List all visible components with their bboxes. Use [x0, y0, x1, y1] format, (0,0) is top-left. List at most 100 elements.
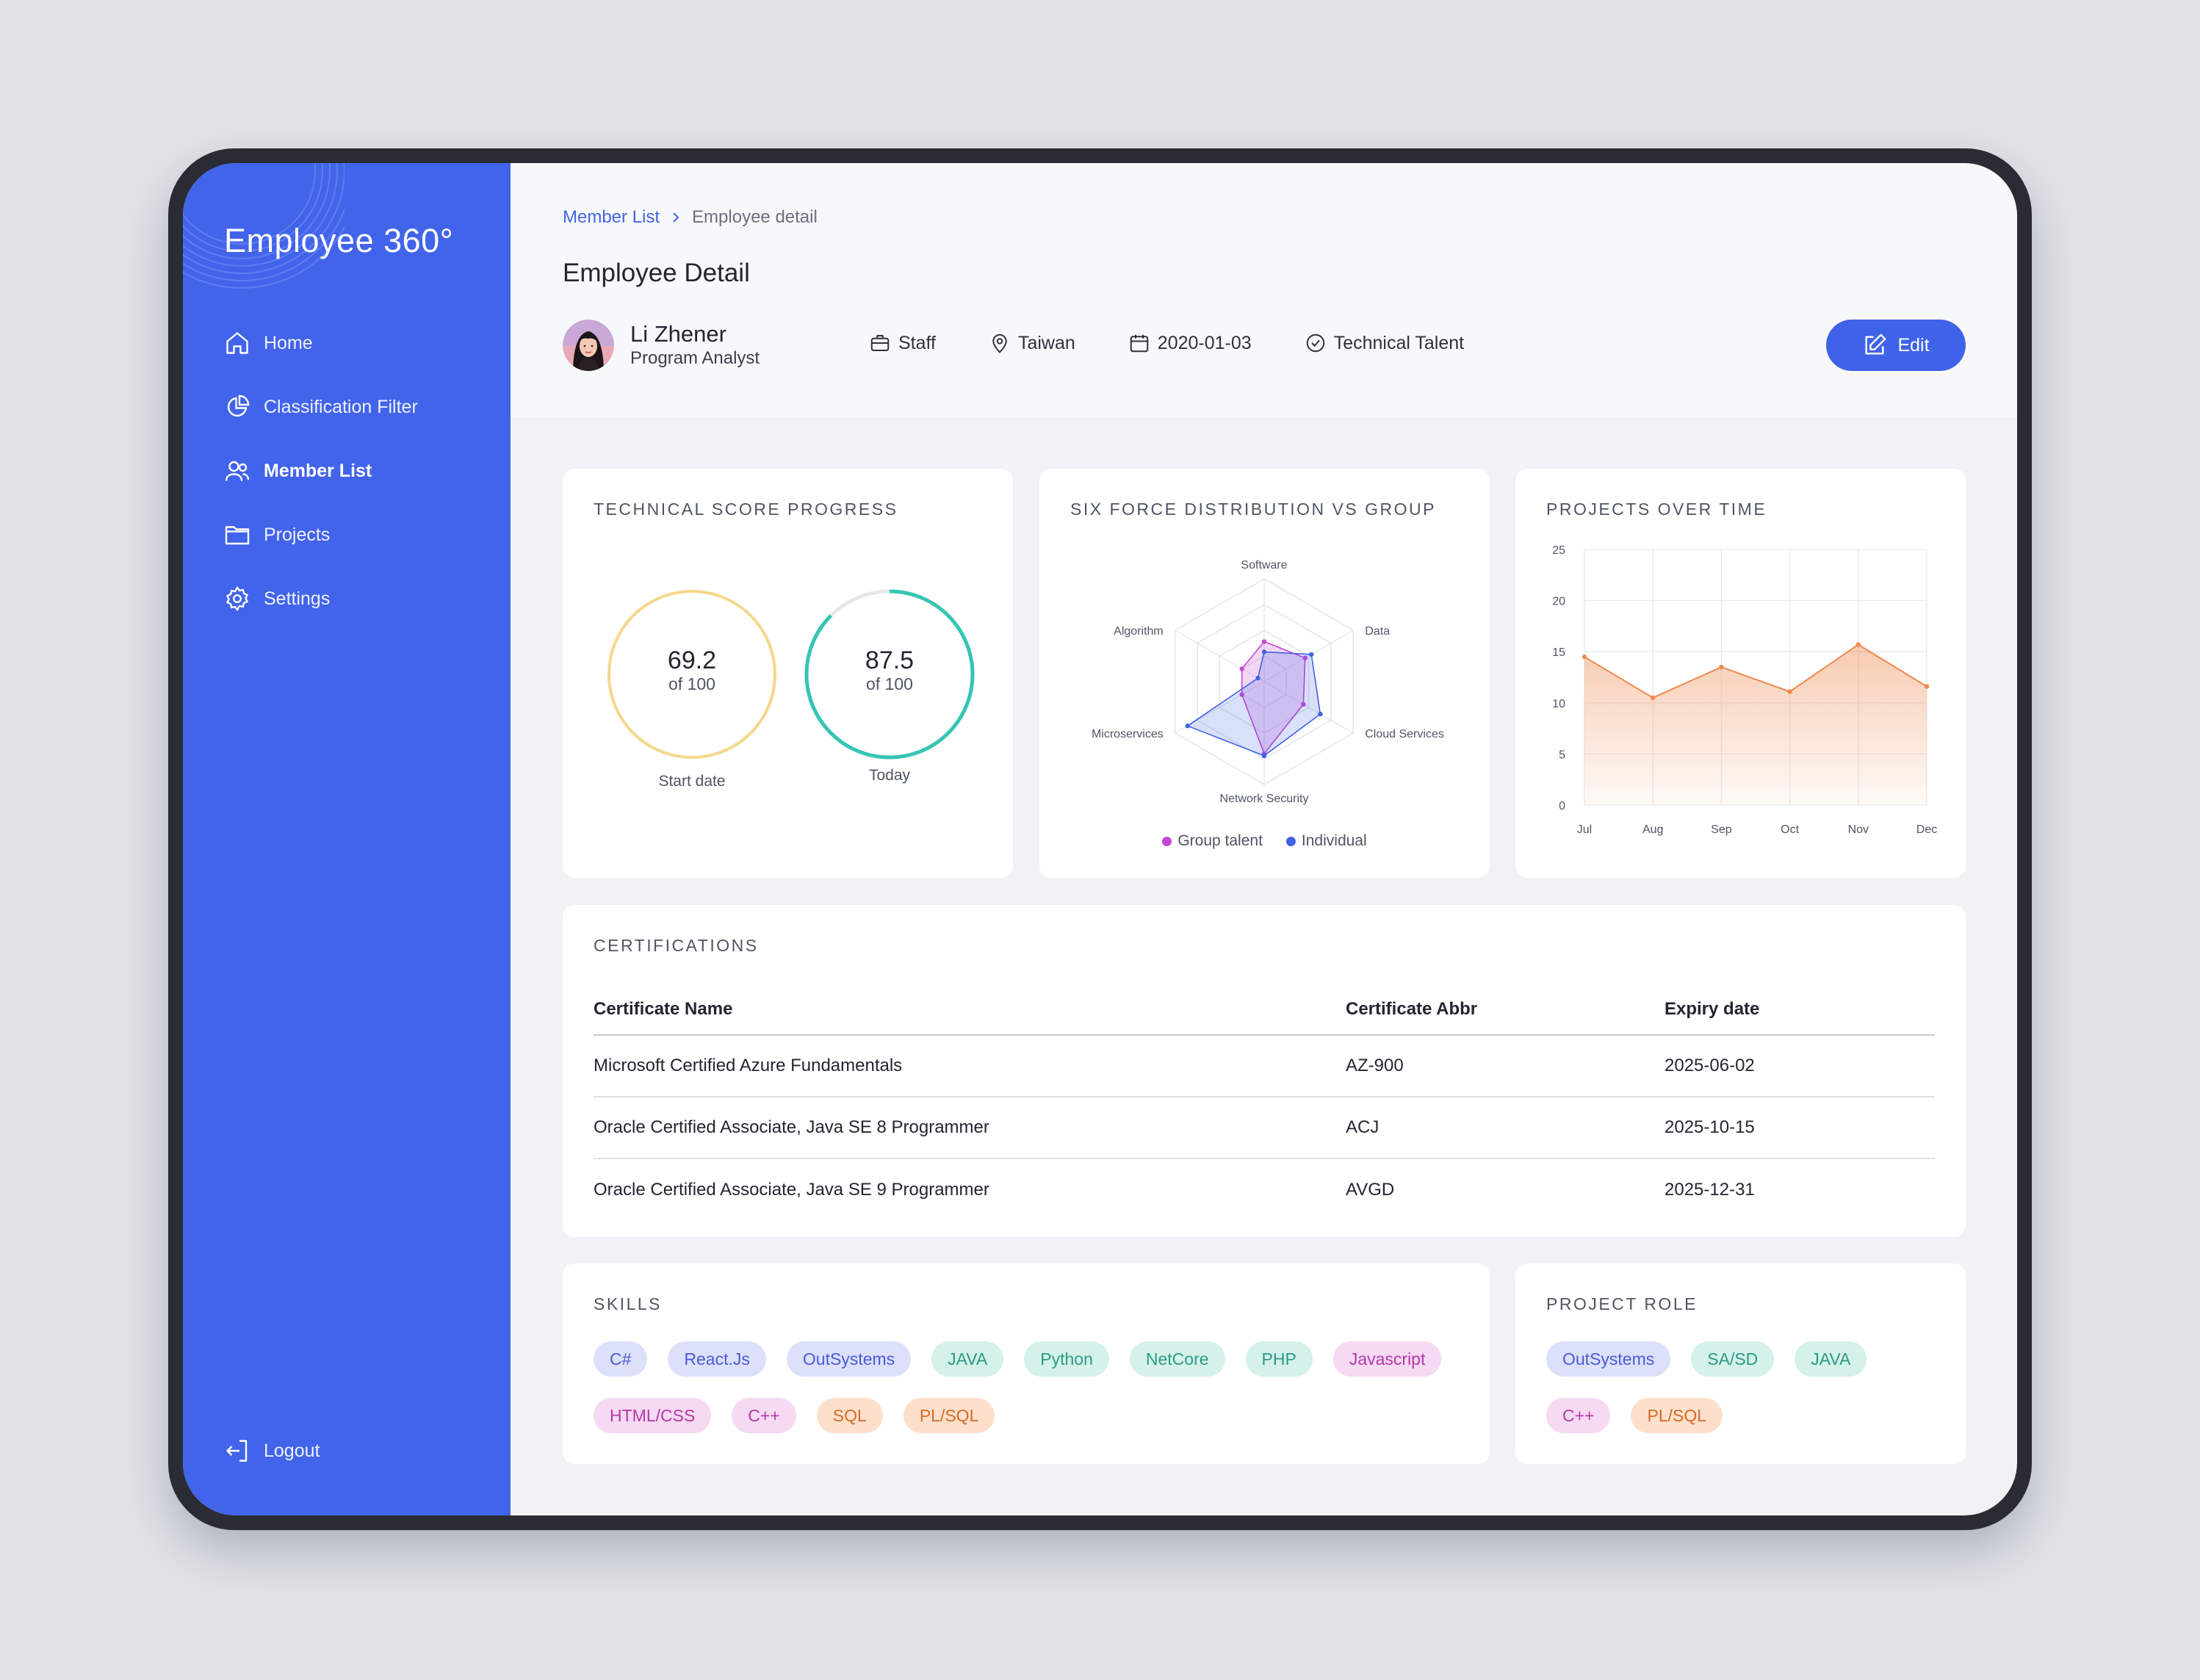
gear-icon — [226, 585, 249, 612]
column-header[interactable]: Expiry date — [1665, 999, 1760, 1019]
meta-label: Taiwan — [1017, 332, 1075, 353]
check-circle-icon — [1306, 334, 1324, 353]
y-tick-label: 20 — [1552, 596, 1565, 608]
sidebar-item-member-list[interactable]: Member List — [224, 453, 496, 489]
radar-point — [1302, 655, 1308, 660]
radar-point — [1309, 652, 1314, 657]
radar-axis-label: Network Security — [1220, 793, 1309, 805]
sidebar-item-label: Projects — [264, 524, 331, 545]
avatar — [563, 320, 614, 371]
cell-expiry-date: 2025-12-31 — [1665, 1180, 1755, 1200]
y-tick-label: 25 — [1552, 544, 1565, 557]
area-point — [1651, 695, 1656, 701]
profile-name-block: Li Zhener Program Analyst — [630, 321, 760, 369]
x-tick-label: Nov — [1848, 823, 1869, 836]
meta-location: Taiwan — [989, 332, 1075, 354]
area-line — [1584, 643, 1927, 699]
radar-point — [1239, 692, 1244, 697]
area-point — [1719, 664, 1724, 670]
sidebar-item-classification-filter[interactable]: Classification Filter — [224, 389, 496, 425]
y-tick-label: 15 — [1552, 646, 1565, 659]
radar-point — [1301, 702, 1306, 707]
radar-axis-label: Data — [1365, 625, 1390, 638]
page-header: Member List Employee detail Employee Det… — [511, 163, 2017, 418]
sidebar-item-projects[interactable]: Projects — [224, 516, 496, 553]
radar-axis-label: Microservices — [1092, 728, 1164, 740]
gauge-today-label: Today — [868, 767, 911, 784]
column-header[interactable]: Certificate Name — [594, 999, 733, 1019]
column-header[interactable]: Certificate Abbr — [1346, 999, 1478, 1019]
sidebar-item-label: Settings — [264, 588, 331, 609]
card-title: TECHNICAL SCORE PROGRESS — [594, 500, 898, 519]
chip-c-: C++ — [1546, 1398, 1611, 1433]
cell-expiry-date: 2025-10-15 — [1665, 1117, 1755, 1137]
sidebar-nav: Home Classification Filter Member List P… — [224, 325, 496, 644]
certifications-table: Certificate Name Certificate Abbr Expiry… — [594, 984, 1935, 1221]
chip-pl-sql: PL/SQL — [1631, 1398, 1723, 1433]
legend-label: Individual — [1301, 832, 1367, 849]
x-tick-label: Sep — [1711, 823, 1732, 836]
chevron-right-icon — [673, 212, 679, 223]
employee-name: Li Zhener — [630, 321, 726, 347]
technical-score-card: TECHNICAL SCORE PROGRESS 69.2 of 100 Sta… — [563, 469, 1013, 878]
app-logo[interactable]: Employee 360° — [224, 222, 454, 259]
skills-card: SKILLS C# React.Js OutSystems JAVA Python Net… — [563, 1263, 1490, 1464]
legend-individual: Individual — [1285, 832, 1367, 850]
radar-point — [1185, 724, 1190, 729]
card-title: SKILLS — [594, 1294, 662, 1313]
radar-point — [1261, 649, 1267, 655]
table-row[interactable]: Oracle Certified Associate, Java SE 8 Pr… — [594, 1097, 1935, 1159]
gauge-start-label: Start date — [658, 773, 726, 790]
gauge-today-value: 87.5 — [865, 646, 915, 674]
radar-axis-line — [1263, 681, 1354, 734]
legend-group-talent: Group talent — [1162, 832, 1263, 850]
area-fill — [1584, 644, 1927, 805]
edit-icon — [1865, 334, 1886, 355]
gauge-today: 87.5 of 100 — [801, 586, 978, 763]
employee-role: Program Analyst — [630, 348, 760, 368]
six-force-card: SIX FORCE DISTRIBUTION VS GROUP Software… — [1039, 469, 1490, 878]
y-tick-label: 5 — [1559, 749, 1565, 761]
gauge-today-arc — [804, 589, 975, 760]
edit-label: Edit — [1897, 334, 1930, 356]
cell-certificate-abbr: ACJ — [1346, 1117, 1379, 1137]
x-tick-label: Dec — [1916, 823, 1937, 836]
breadcrumb-link-member-list[interactable]: Member List — [563, 207, 660, 227]
sidebar-item-label: Classification Filter — [264, 396, 418, 417]
skills-chip-list: C# React.Js OutSystems JAVA Python NetCore PHP… — [594, 1341, 1475, 1454]
radar-point — [1255, 675, 1261, 681]
chip-sa-sd: SA/SD — [1691, 1341, 1775, 1377]
logout-icon — [226, 1440, 248, 1462]
meta-label: Staff — [898, 332, 936, 353]
x-tick-label: Oct — [1781, 823, 1799, 836]
cell-certificate-name: Microsoft Certified Azure Fundamentals — [594, 1056, 903, 1075]
meta-talent: Technical Talent — [1305, 332, 1464, 354]
logout-button[interactable]: Logout — [224, 1438, 320, 1464]
project-role-card: PROJECT ROLE OutSystems SA/SD JAVA C++ PL/SQ… — [1515, 1263, 1966, 1464]
area-point — [1582, 654, 1587, 660]
area-point — [1924, 684, 1930, 689]
sidebar-item-label: Member List — [264, 460, 372, 481]
chip-sql: SQL — [816, 1398, 883, 1433]
chip-outsystems: OutSystems — [786, 1341, 912, 1377]
main-content: Member List Employee detail Employee Det… — [511, 163, 2017, 1515]
project-role-chip-list: OutSystems SA/SD JAVA C++ PL/SQL — [1546, 1341, 1958, 1454]
gauge-start-value: 69.2 — [667, 646, 717, 674]
sidebar-item-settings[interactable]: Settings — [224, 580, 496, 617]
sidebar-item-label: Home — [264, 332, 313, 353]
radar-axis-line — [1175, 630, 1265, 682]
sidebar-item-home[interactable]: Home — [224, 325, 496, 361]
chip-netcore: NetCore — [1129, 1341, 1225, 1377]
table-row[interactable]: Oracle Certified Associate, Java SE 9 Pr… — [594, 1159, 1935, 1221]
sidebar: Employee 360° Home Classification Filter… — [183, 163, 511, 1515]
gauge-start-of: of 100 — [668, 674, 715, 693]
chip-java: JAVA — [931, 1341, 1004, 1377]
pie-chart-icon — [227, 394, 250, 417]
radar-point — [1261, 753, 1267, 758]
radar-point — [1318, 711, 1323, 717]
card-title: PROJECTS OVER TIME — [1546, 500, 1767, 519]
table-row[interactable]: Microsoft Certified Azure Fundamentals A… — [594, 1036, 1935, 1097]
edit-button[interactable]: Edit — [1826, 320, 1966, 371]
meta-label: Technical Talent — [1333, 332, 1465, 353]
chip-html-css: HTML/CSS — [594, 1398, 712, 1433]
